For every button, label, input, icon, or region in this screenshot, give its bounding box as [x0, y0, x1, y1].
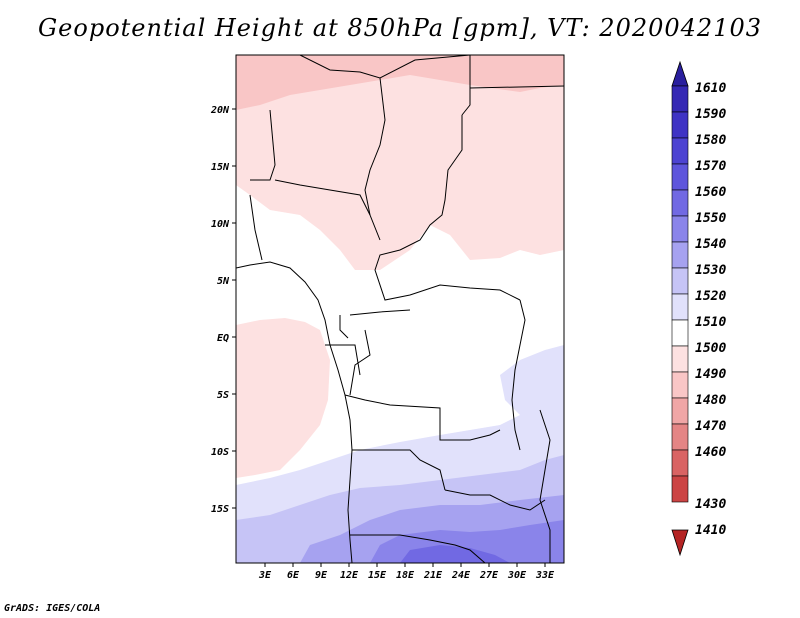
colorbar-cell [671, 475, 689, 503]
lon-tick: 18E [396, 570, 415, 581]
height-field [236, 55, 564, 563]
region-1500-west [236, 318, 330, 478]
lat-tick: 20N [210, 105, 230, 116]
lon-tick: 12E [340, 570, 359, 581]
colorbar-label: 1520 [695, 289, 726, 304]
lat-tick: 15S [211, 504, 229, 515]
colorbar-label: 1530 [695, 263, 726, 278]
colorbar-cell [671, 423, 689, 451]
region-1490-north [236, 55, 564, 110]
colorbar-cell [671, 111, 689, 139]
colorbar-label: 1480 [695, 393, 726, 408]
colorbar-label: 1510 [695, 315, 726, 330]
lon-axis: 3E 6E 9E 12E 15E 18E 21E 24E 27E 30E 33E [258, 563, 555, 581]
colorbar-cell [671, 293, 689, 321]
lat-tick: 10S [211, 447, 229, 458]
country-borders [236, 55, 564, 563]
colorbar-label: 1460 [695, 445, 726, 460]
colorbar-label: 1490 [695, 367, 726, 382]
lat-tick: 15N [211, 162, 230, 173]
lon-tick: 27E [479, 570, 499, 581]
colorbar-label: 1550 [695, 211, 726, 226]
lat-tick: 10N [211, 219, 230, 230]
lon-tick: 15E [368, 570, 387, 581]
lat-tick: 5S [217, 390, 229, 401]
colorbar-cell [671, 85, 689, 113]
colorbar-label: 1410 [695, 523, 726, 538]
colorbar-label: 1570 [695, 159, 726, 174]
lon-tick: 33E [535, 570, 555, 581]
colorbar-cell [671, 371, 689, 399]
colorbar-cell [671, 137, 689, 165]
colorbar-label: 1610 [695, 81, 726, 96]
lon-tick: 21E [423, 570, 443, 581]
map-frame [235, 54, 565, 564]
chart-title: Geopotential Height at 850hPa [gpm], VT:… [38, 14, 762, 42]
colorbar-cell [671, 345, 689, 373]
colorbar-cell [671, 163, 689, 191]
colorbar-label: 1500 [695, 341, 726, 356]
lat-tick: 5N [217, 276, 230, 287]
lon-tick: 3E [258, 570, 272, 581]
colorbar-label: 1470 [695, 419, 726, 434]
colorbar: 1610 1590 1580 1570 1560 1550 1540 1530 … [671, 60, 726, 557]
colorbar-bottom-arrow [671, 529, 689, 557]
region-1500-north [236, 55, 564, 270]
colorbar-cell [671, 241, 689, 269]
lat-axis: 20N 15N 10N 5N EQ 5S 10S 15S [210, 105, 236, 515]
lon-tick: 6E [287, 570, 300, 581]
colorbar-cells [671, 85, 689, 503]
colorbar-cell [671, 449, 689, 477]
lon-tick: 30E [507, 570, 527, 581]
colorbar-label: 1590 [695, 107, 726, 122]
colorbar-cell [671, 215, 689, 243]
colorbar-top-arrow [671, 60, 689, 87]
colorbar-label: 1580 [695, 133, 726, 148]
region-1560 [400, 545, 510, 563]
footer-credit: GrADS: IGES/COLA [4, 603, 101, 614]
colorbar-cell [671, 397, 689, 425]
lat-tick: EQ [217, 333, 229, 344]
colorbar-label: 1560 [695, 185, 726, 200]
colorbar-label: 1540 [695, 237, 726, 252]
colorbar-cell [671, 189, 689, 217]
colorbar-label: 1430 [695, 497, 726, 512]
lon-tick: 24E [451, 570, 471, 581]
colorbar-cell [671, 319, 689, 347]
lon-tick: 9E [315, 570, 328, 581]
colorbar-cell [671, 267, 689, 295]
